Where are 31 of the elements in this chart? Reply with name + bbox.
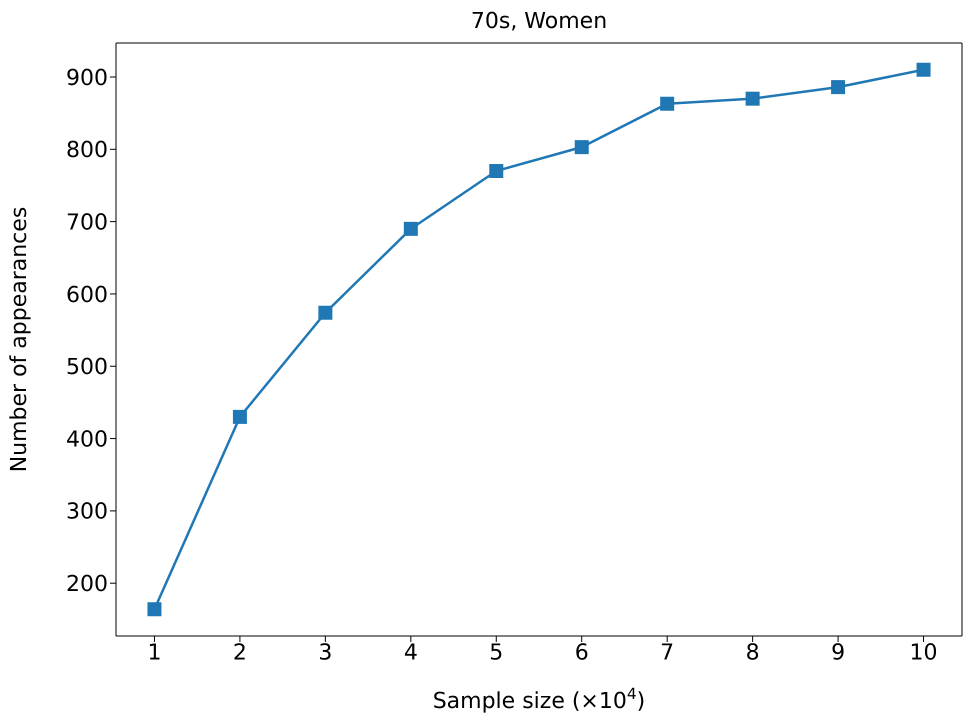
- x-tick-label: 4: [404, 640, 418, 666]
- y-tick-label: 700: [66, 210, 108, 236]
- x-tick-label: 6: [574, 640, 589, 666]
- y-tick-label: 600: [66, 282, 108, 308]
- y-tick-label: 400: [66, 427, 108, 452]
- x-tick-label: 2: [232, 640, 247, 666]
- point: [489, 164, 504, 178]
- x-tick-label: 8: [746, 640, 760, 666]
- y-tick-label: 500: [66, 355, 108, 380]
- point: [746, 92, 760, 106]
- y-tick-label: 900: [66, 66, 108, 91]
- x-tick-label: 9: [831, 640, 846, 666]
- point: [831, 80, 846, 94]
- point: [574, 140, 589, 154]
- x-axis-title: Sample size (×10$^{4}$): [432, 685, 646, 714]
- point: [318, 306, 332, 320]
- point: [232, 410, 247, 424]
- point: [147, 602, 162, 616]
- point: [404, 222, 418, 236]
- point: [916, 62, 931, 77]
- x-tick-label: 3: [318, 640, 332, 666]
- x-tick-label: 10: [910, 640, 938, 666]
- y-tick-label: 800: [66, 138, 108, 164]
- chart-title: 70s, Women: [470, 9, 608, 34]
- x-tick-label: 7: [660, 640, 674, 666]
- y-axis-title: Number of appearances: [7, 206, 32, 472]
- x-tick-label: 5: [489, 640, 504, 666]
- point: [660, 96, 674, 111]
- x-tick-label: 1: [147, 640, 162, 666]
- y-tick-label: 300: [66, 500, 108, 525]
- y-tick-label: 200: [66, 572, 108, 598]
